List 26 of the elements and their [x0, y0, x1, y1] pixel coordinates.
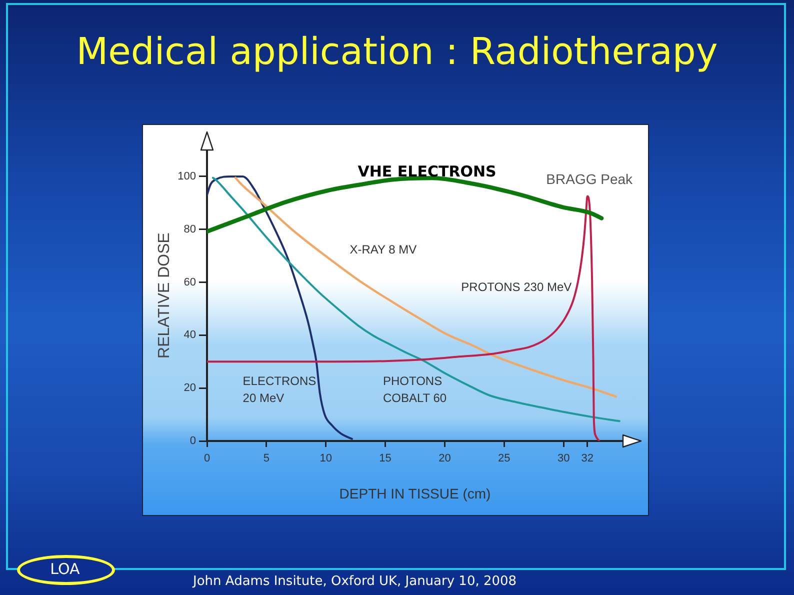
y-axis-title: RELATIVE DOSE	[156, 232, 174, 358]
series-label: PROTONS 230 MeV	[461, 280, 572, 294]
x-tick-label: 5	[263, 452, 270, 465]
x-tick-label: 30	[557, 452, 570, 465]
y-tick-label: 0	[190, 435, 196, 448]
x-tick-label: 15	[379, 452, 392, 465]
annotation: BRAGG Peak	[546, 171, 634, 188]
y-tick-label: 20	[184, 382, 196, 394]
y-tick-label: 40	[184, 329, 196, 342]
x-tick-label: 10	[320, 452, 332, 465]
series-label: VHE ELECTRONS	[358, 162, 496, 181]
series-label: ELECTRONS 20 MeV	[242, 374, 316, 405]
x-tick-label: 20	[438, 452, 451, 465]
x-tick-label: 25	[498, 452, 510, 465]
text: John Adams Insitute, Oxford UK, January 10, 2008	[193, 574, 517, 590]
x-axis-title: DEPTH IN TISSUE (cm)	[339, 485, 491, 502]
y-tick-label: 80	[184, 223, 196, 236]
series-label: X-RAY 8 MV	[350, 242, 417, 257]
y-tick-label: 60	[184, 276, 196, 288]
x-tick-label: 32	[581, 452, 594, 465]
text: LOA	[49, 559, 81, 579]
series-label: PHOTONS COBALT 60	[382, 374, 447, 405]
x-tick-label: 0	[204, 452, 210, 465]
chart-title: Medical application : Radiotherapy	[75, 29, 719, 75]
line-series	[207, 195, 600, 441]
y-tick-label: 100	[178, 170, 196, 182]
